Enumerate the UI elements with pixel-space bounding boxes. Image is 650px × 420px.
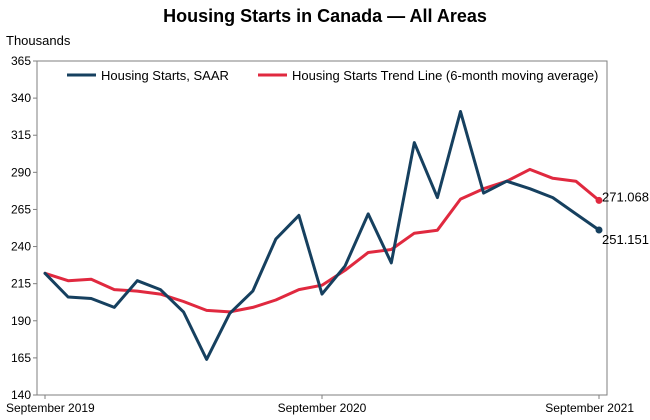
y-tick-label: 165 — [11, 351, 31, 365]
x-tick-label: September 2019 — [6, 401, 95, 415]
y-tick-label: 315 — [11, 128, 31, 142]
trend-end-label: 271.068 — [602, 189, 649, 204]
x-tick-label: September 2020 — [278, 401, 367, 415]
chart-title: Housing Starts in Canada — All Areas — [163, 6, 487, 26]
y-tick-label: 340 — [11, 91, 31, 105]
y-axis-label: Thousands — [6, 33, 71, 48]
y-tick-label: 365 — [11, 54, 31, 68]
legend-item-trend-label: Housing Starts Trend Line (6-month movin… — [292, 68, 598, 83]
saar-end-label: 251.151 — [602, 232, 649, 247]
plot-area-border — [36, 60, 608, 396]
y-tick-label: 190 — [11, 314, 31, 328]
y-tick-label: 290 — [11, 165, 31, 179]
y-tick-label: 240 — [11, 240, 31, 254]
series-housing-starts-saar-line — [43, 110, 601, 361]
trend-end-marker — [595, 196, 603, 204]
y-tick-label: 215 — [11, 277, 31, 291]
y-tick-label: 265 — [11, 202, 31, 216]
x-tick-label: September 2021 — [545, 401, 634, 415]
saar-end-marker — [595, 226, 603, 234]
y-tick-label: 140 — [11, 388, 31, 402]
legend-item-saar-label: Housing Starts, SAAR — [101, 68, 229, 83]
